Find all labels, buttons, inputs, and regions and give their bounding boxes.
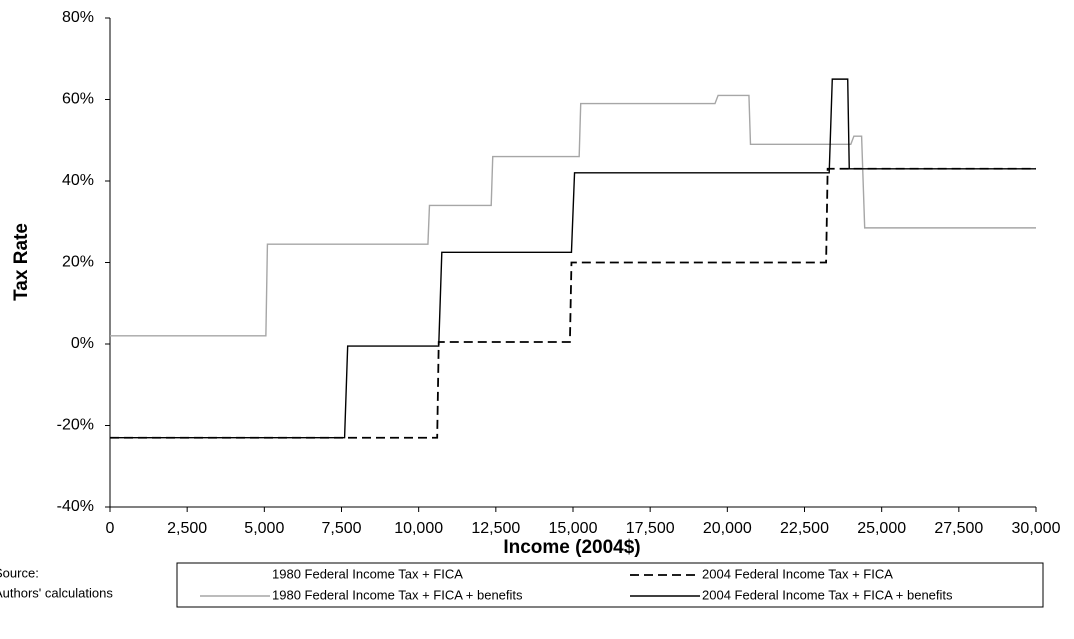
series-line xyxy=(110,78,1036,439)
series-line xyxy=(110,167,1036,439)
y-tick-label: 40% xyxy=(62,172,94,189)
x-axis-label: Income (2004$) xyxy=(503,537,640,558)
x-tick-label: 17,500 xyxy=(626,520,675,537)
y-tick-label: 80% xyxy=(62,9,94,26)
x-tick-label: 25,000 xyxy=(857,520,906,537)
x-tick-label: 15,000 xyxy=(549,520,598,537)
legend-label: 2004 Federal Income Tax + FICA + benefit… xyxy=(702,587,953,602)
x-tick-label: 0 xyxy=(106,520,115,537)
note: Authors' calculations xyxy=(0,585,113,600)
series-line xyxy=(110,94,1036,337)
x-tick-label: 5,000 xyxy=(244,520,284,537)
y-tick-label: 60% xyxy=(62,91,94,108)
y-tick-label: 0% xyxy=(71,335,94,352)
y-tick-label: -20% xyxy=(57,417,94,434)
x-tick-label: 12,500 xyxy=(471,520,520,537)
note: Source: xyxy=(0,565,39,580)
legend-label: 2004 Federal Income Tax + FICA xyxy=(702,566,893,581)
legend-box xyxy=(176,562,1044,608)
x-tick-label: 27,500 xyxy=(934,520,983,537)
x-tick-label: 22,500 xyxy=(780,520,829,537)
legend-label: 1980 Federal Income Tax + FICA xyxy=(272,566,463,581)
x-tick-label: 2,500 xyxy=(167,520,207,537)
x-tick-label: 10,000 xyxy=(394,520,443,537)
y-tick-label: 20% xyxy=(62,254,94,271)
y-axis-label: Tax Rate xyxy=(11,223,32,301)
x-tick-label: 30,000 xyxy=(1012,520,1061,537)
x-tick-label: 20,000 xyxy=(703,520,752,537)
x-tick-label: 7,500 xyxy=(321,520,361,537)
y-tick-label: -40% xyxy=(57,498,94,515)
legend-label: 1980 Federal Income Tax + FICA + benefit… xyxy=(272,587,523,602)
